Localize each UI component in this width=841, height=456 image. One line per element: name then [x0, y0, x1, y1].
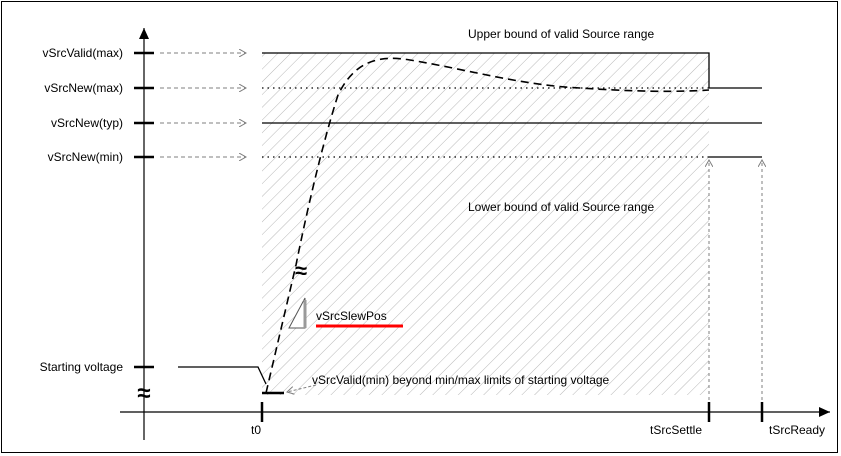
label-tsrcready: tSrcReady: [769, 423, 825, 437]
label-vsrcvalid-max: vSrcValid(max): [43, 46, 123, 60]
label-vsrcnew-typ: vSrcNew(typ): [51, 116, 123, 130]
label-vsrcnew-min: vSrcNew(min): [48, 150, 123, 164]
curve-break-symbol: ≈: [295, 258, 307, 283]
vsrcvalid-min-annotation: vSrcValid(min) beyond min/max limits of …: [312, 373, 610, 387]
lower-bound-annotation: Lower bound of valid Source range: [468, 200, 654, 214]
y-axis-break-symbol: ≈: [137, 380, 150, 407]
upper-bound-annotation: Upper bound of valid Source range: [468, 27, 654, 41]
valid-range-hatch: [262, 53, 709, 395]
voltage-transition-curve: [265, 57, 710, 394]
upper-bound-line: [262, 52, 762, 89]
starting-voltage-line: [178, 366, 267, 385]
label-t0: t0: [251, 423, 261, 437]
label-vsrcnew-max: vSrcNew(max): [44, 81, 123, 95]
slew-rate-label: vSrcSlewPos: [316, 309, 387, 323]
label-starting-voltage: Starting voltage: [40, 360, 124, 374]
label-tsrcsettle: tSrcSettle: [650, 423, 702, 437]
